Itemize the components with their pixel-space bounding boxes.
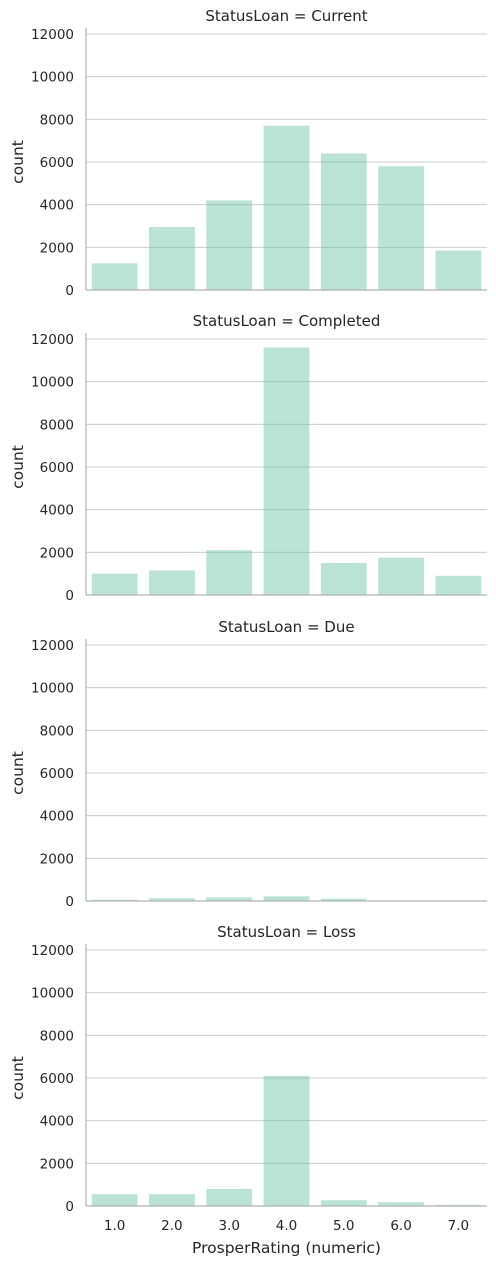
y-tick-label: 2000 [40, 240, 74, 256]
bar [91, 1194, 138, 1206]
panel-2: 0 2000 4000 6000 8000 10000 12000 StatusLoan = … [9, 312, 487, 604]
bar [378, 1202, 424, 1206]
bar [435, 575, 482, 595]
y-tick-label: 4000 [40, 198, 74, 214]
y-tick-label: 4000 [40, 1114, 74, 1130]
y-tick-label: 8000 [40, 723, 74, 739]
y-axis-label: count [9, 445, 27, 489]
y-tick-label: 10000 [31, 70, 74, 86]
y-tick-label: 0 [65, 894, 74, 910]
bar [91, 263, 138, 290]
y-tick-label: 6000 [40, 155, 74, 171]
y-tick-label: 12000 [31, 943, 74, 959]
y-tick-label: 2000 [40, 851, 74, 867]
bar [378, 166, 424, 290]
x-axis-label: ProsperRating (numeric) [192, 1239, 381, 1257]
y-tick-label: 2000 [40, 1156, 74, 1172]
panel-4: 0 2000 4000 6000 8000 10000 12000 StatusLoan = … [9, 923, 487, 1257]
bar [149, 898, 195, 901]
bar [320, 898, 367, 901]
x-tick-label: 2.0 [161, 1218, 182, 1234]
x-tick-label: 4.0 [276, 1218, 297, 1234]
y-tick-label: 8000 [40, 1028, 74, 1044]
bar [149, 570, 195, 595]
y-axis-label: count [9, 751, 27, 795]
y-tick-label: 0 [65, 588, 74, 604]
y-axis-label: count [9, 1056, 27, 1100]
y-tick-label: 8000 [40, 417, 74, 433]
y-tick-label: 0 [65, 283, 74, 299]
y-tick-label: 2000 [40, 545, 74, 561]
y-tick-label: 10000 [31, 986, 74, 1002]
bar [206, 200, 253, 290]
y-tick-label: 6000 [40, 766, 74, 782]
x-tick-label: 1.0 [104, 1218, 125, 1234]
bar [91, 573, 138, 595]
bar [206, 1188, 253, 1206]
y-tick-label: 12000 [31, 332, 74, 348]
panel-title: StatusLoan = Due [218, 618, 354, 636]
bar [206, 550, 253, 595]
y-tick-label: 10000 [31, 681, 74, 697]
y-tick-label: 12000 [31, 638, 74, 654]
y-tick-label: 8000 [40, 112, 74, 128]
x-tick-label: 6.0 [390, 1218, 411, 1234]
y-tick-label: 12000 [31, 27, 74, 43]
bar [320, 563, 367, 595]
y-tick-label: 10000 [31, 375, 74, 391]
y-tick-label: 6000 [40, 460, 74, 476]
x-tick-label: 7.0 [448, 1218, 469, 1234]
panel-title: StatusLoan = Current [205, 7, 367, 25]
bar [263, 125, 310, 290]
bar [263, 896, 310, 901]
y-tick-label: 6000 [40, 1071, 74, 1087]
bar [149, 227, 195, 290]
bar [91, 899, 138, 901]
bar [320, 1200, 367, 1206]
panel-3: 0 2000 4000 6000 8000 10000 12000 StatusLoan = … [9, 618, 487, 910]
bar [378, 557, 424, 595]
y-tick-label: 4000 [40, 503, 74, 519]
x-tick-label: 3.0 [218, 1218, 239, 1234]
y-axis-label: count [9, 140, 27, 184]
bar [263, 1075, 310, 1206]
y-tick-label: 4000 [40, 809, 74, 825]
x-tick-label: 5.0 [333, 1218, 354, 1234]
bar [320, 153, 367, 290]
bar [435, 250, 482, 290]
bar [206, 897, 253, 901]
bar [263, 347, 310, 595]
panel-title: StatusLoan = Completed [193, 312, 381, 330]
bar [149, 1194, 195, 1206]
y-tick-label: 0 [65, 1199, 74, 1215]
panel-1: 0 2000 4000 6000 8000 10000 12000 StatusLoan = … [9, 7, 487, 299]
panel-title: StatusLoan = Loss [217, 923, 356, 941]
